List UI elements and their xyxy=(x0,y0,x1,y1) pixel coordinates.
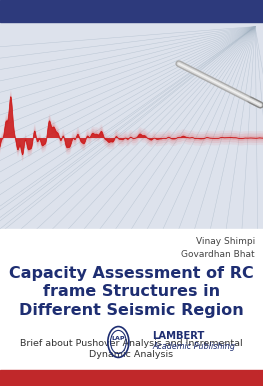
Text: Academic Publishing: Academic Publishing xyxy=(153,342,236,351)
Text: Brief about Pushover Analysis and Incremental
Dynamic Analysis: Brief about Pushover Analysis and Increm… xyxy=(20,339,243,359)
Text: LAP: LAP xyxy=(112,337,125,341)
Text: Govardhan Bhat: Govardhan Bhat xyxy=(181,250,255,259)
Bar xyxy=(0,0,263,22)
Text: LAMBERT: LAMBERT xyxy=(153,331,205,341)
Bar xyxy=(0,229,263,370)
Text: Capacity Assessment of RC
frame Structures in
Different Seismic Region: Capacity Assessment of RC frame Structur… xyxy=(9,266,254,318)
Bar xyxy=(0,370,263,386)
Text: Vinay Shimpi: Vinay Shimpi xyxy=(196,237,255,245)
Bar xyxy=(0,22,263,229)
